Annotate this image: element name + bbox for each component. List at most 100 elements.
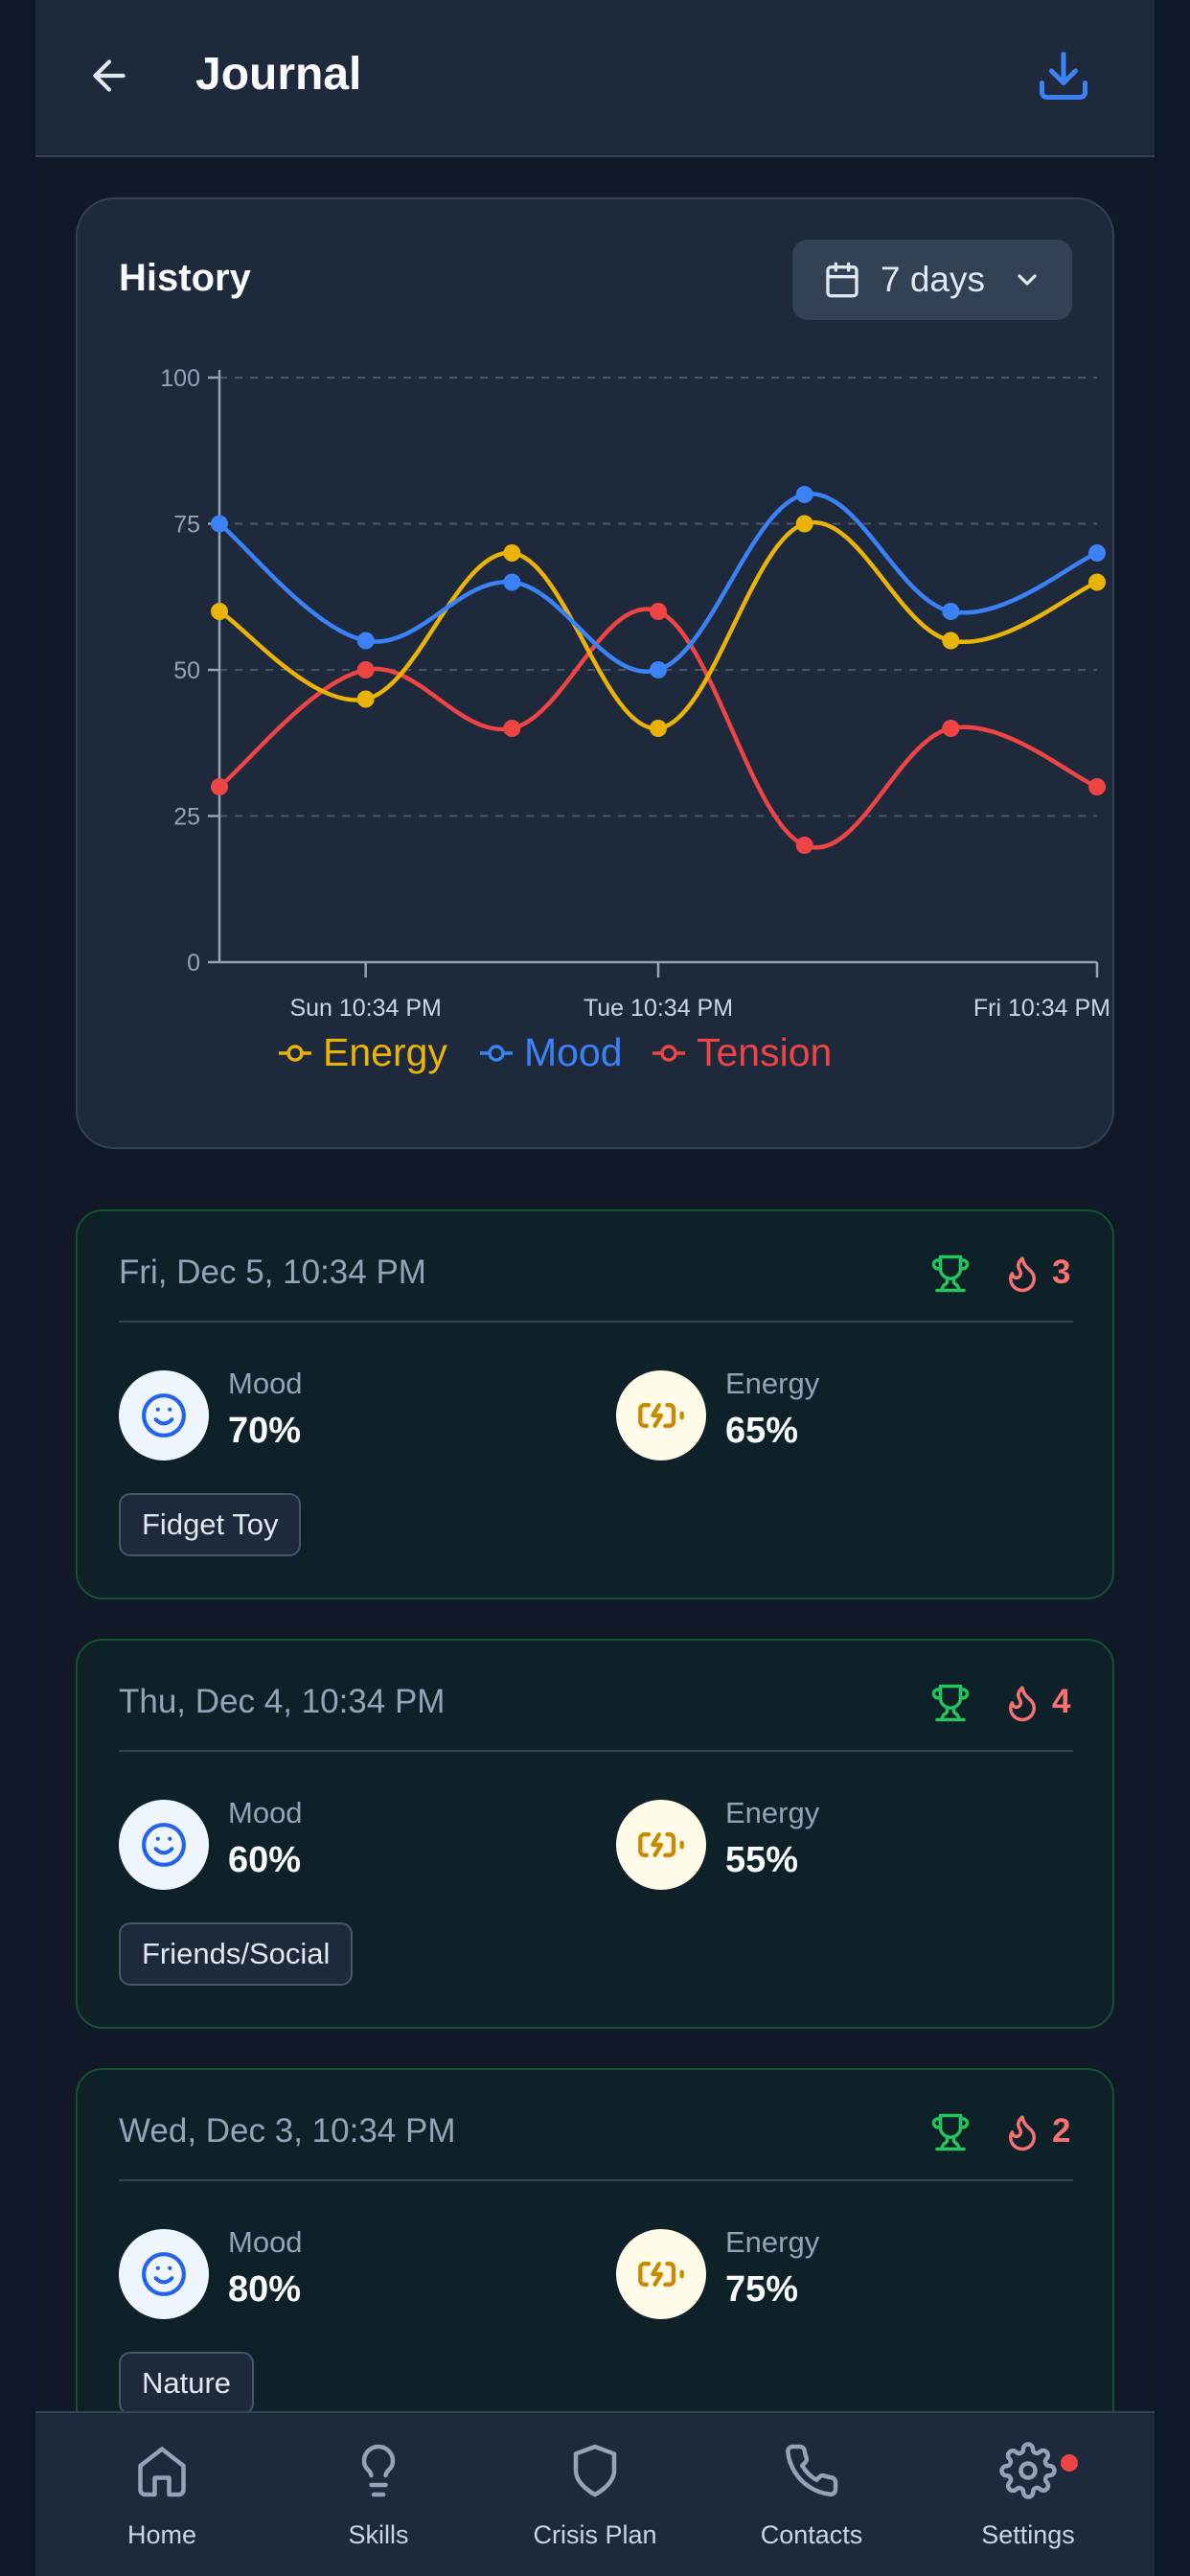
smile-icon bbox=[142, 1823, 186, 1867]
mood-value: 70% bbox=[228, 1411, 302, 1451]
top-app-bar: Journal bbox=[35, 0, 1155, 157]
flame-icon bbox=[1009, 2115, 1036, 2151]
legend-label: Mood bbox=[524, 1030, 623, 1074]
legend-swatch-marker bbox=[660, 1045, 677, 1062]
history-card: History 7 days 0 25 50 75 100 Sun 10:34 PM Tue… bbox=[76, 197, 1114, 1149]
nav-item-settings[interactable]: Settings bbox=[932, 2413, 1124, 2576]
page-title: Journal bbox=[195, 49, 362, 100]
chevron-down-icon bbox=[1018, 274, 1037, 286]
nav-label: Contacts bbox=[760, 2520, 863, 2549]
data-point-energy bbox=[503, 544, 521, 562]
data-point-tension bbox=[650, 603, 667, 620]
nav-label: Home bbox=[126, 2520, 197, 2549]
phone-icon bbox=[786, 2444, 838, 2497]
energy-avatar bbox=[616, 2229, 706, 2319]
date-range-label: 7 days bbox=[881, 260, 986, 299]
bottom-navigation: Home Skills Crisis Plan Contacts Setting… bbox=[35, 2411, 1155, 2576]
data-point-mood bbox=[356, 632, 375, 650]
data-point-energy bbox=[356, 690, 375, 708]
mood-avatar bbox=[119, 2229, 209, 2319]
data-point-mood bbox=[795, 486, 813, 503]
download-button[interactable] bbox=[1030, 42, 1097, 109]
entry-date: Fri, Dec 5, 10:34 PM bbox=[119, 1254, 426, 1291]
history-line-chart: 0 25 50 75 100 Sun 10:34 PM Tue 10:34 PM Fri 10… bbox=[160, 365, 1110, 1074]
data-point-tension bbox=[795, 837, 813, 854]
x-tick-label: Tue 10:34 PM bbox=[584, 995, 733, 1022]
gear-icon bbox=[999, 2442, 1057, 2499]
energy-value: 55% bbox=[725, 1840, 799, 1880]
data-point-tension bbox=[503, 720, 521, 737]
data-point-mood bbox=[650, 661, 667, 678]
energy-label: Energy bbox=[725, 2225, 820, 2259]
mood-avatar bbox=[119, 1800, 209, 1890]
trophy-icon bbox=[931, 2113, 970, 2151]
shield-icon bbox=[573, 2444, 617, 2497]
nav-label: Crisis Plan bbox=[533, 2520, 657, 2549]
y-tick-label: 0 bbox=[187, 950, 200, 977]
flame-icon bbox=[1009, 1256, 1036, 1293]
nav-label: Settings bbox=[981, 2520, 1075, 2549]
trophy-icon bbox=[931, 1254, 970, 1293]
app-root: Journal History 7 days 0 25 50 75 100 Sun 10:… bbox=[35, 0, 1155, 2576]
energy-avatar bbox=[616, 1800, 706, 1890]
legend-swatch-marker bbox=[488, 1045, 505, 1062]
data-point-mood bbox=[1088, 544, 1106, 562]
activity-tag: Fidget Toy bbox=[119, 1493, 302, 1556]
energy-value: 65% bbox=[725, 1411, 799, 1451]
nav-item-skills[interactable]: Skills bbox=[283, 2413, 474, 2576]
energy-label: Energy bbox=[725, 1796, 820, 1829]
history-title: History bbox=[119, 257, 251, 299]
data-point-tension bbox=[356, 661, 375, 678]
y-tick-label: 50 bbox=[173, 657, 200, 684]
data-point-energy bbox=[1088, 573, 1106, 591]
data-point-energy bbox=[650, 720, 667, 737]
battery-charging-icon bbox=[638, 1403, 684, 1428]
streak-count: 3 bbox=[1052, 1254, 1071, 1291]
journal-entry-card[interactable]: Thu, Dec 4, 10:34 PM 4 Mood 60% Energy 5… bbox=[76, 1639, 1114, 2029]
mood-label: Mood bbox=[228, 1367, 303, 1400]
y-tick-label: 75 bbox=[173, 512, 200, 539]
series-line-energy bbox=[217, 519, 1098, 731]
nav-item-contacts[interactable]: Contacts bbox=[716, 2413, 907, 2576]
date-range-dropdown[interactable]: 7 days bbox=[792, 240, 1072, 320]
streak-count: 2 bbox=[1052, 2112, 1071, 2150]
lightbulb-icon bbox=[361, 2444, 396, 2497]
legend-label: Energy bbox=[323, 1030, 447, 1074]
x-tick-label: Sun 10:34 PM bbox=[289, 995, 441, 1022]
mood-label: Mood bbox=[228, 1796, 303, 1829]
trophy-icon bbox=[931, 1684, 970, 1722]
battery-charging-icon bbox=[638, 1832, 684, 1857]
smile-icon bbox=[142, 1393, 186, 1438]
entry-date: Thu, Dec 4, 10:34 PM bbox=[119, 1683, 446, 1720]
data-point-energy bbox=[795, 515, 813, 533]
energy-avatar bbox=[616, 1370, 706, 1460]
smile-icon bbox=[142, 2252, 186, 2296]
data-point-mood bbox=[503, 573, 521, 591]
data-point-mood bbox=[942, 603, 960, 620]
nav-label: Skills bbox=[348, 2520, 409, 2549]
x-tick-label: Fri 10:34 PM bbox=[973, 995, 1110, 1022]
mood-value: 60% bbox=[228, 1840, 302, 1880]
streak-count: 4 bbox=[1052, 1683, 1071, 1720]
mood-label: Mood bbox=[228, 2225, 303, 2259]
notification-dot bbox=[1061, 2454, 1078, 2472]
data-point-energy bbox=[211, 603, 228, 620]
nav-item-home[interactable]: Home bbox=[66, 2413, 258, 2576]
energy-label: Energy bbox=[725, 1367, 820, 1400]
entry-divider bbox=[119, 2179, 1073, 2181]
nav-item-crisis-plan[interactable]: Crisis Plan bbox=[499, 2413, 691, 2576]
home-icon bbox=[138, 2447, 186, 2497]
activity-tag: Nature bbox=[119, 2352, 255, 2415]
download-icon bbox=[1040, 52, 1087, 100]
mood-value: 80% bbox=[228, 2269, 302, 2310]
journal-entry-card[interactable]: Wed, Dec 3, 10:34 PM 2 Mood 80% Energy 7… bbox=[76, 2068, 1114, 2458]
activity-tag: Friends/Social bbox=[119, 1922, 354, 1986]
entry-divider bbox=[119, 1321, 1073, 1322]
battery-charging-icon bbox=[638, 2262, 684, 2287]
back-button[interactable] bbox=[78, 44, 141, 107]
entry-date: Wed, Dec 3, 10:34 PM bbox=[119, 2112, 456, 2150]
journal-entry-card[interactable]: Fri, Dec 5, 10:34 PM 3 Mood 70% Energy 6… bbox=[76, 1209, 1114, 1599]
y-tick-label: 100 bbox=[160, 365, 200, 392]
data-point-energy bbox=[942, 632, 960, 650]
arrow-left-icon bbox=[93, 59, 126, 92]
